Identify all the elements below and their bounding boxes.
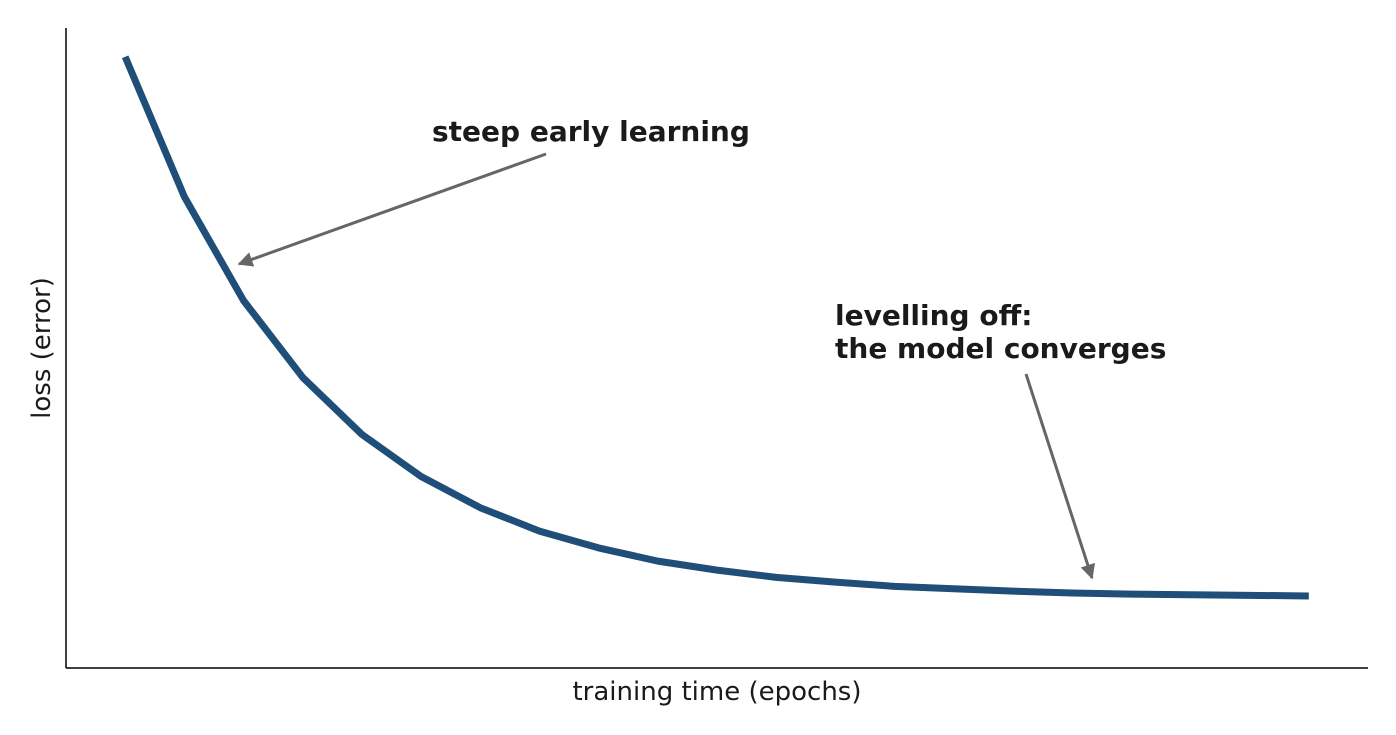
x-axis-label: training time (epochs) <box>572 677 861 707</box>
annotation-line: levelling off: <box>835 299 1032 332</box>
annotation-arrow <box>237 152 547 267</box>
annotation-line: the model converges <box>835 332 1166 365</box>
y-axis-label: loss (error) <box>27 277 57 419</box>
annotation-arrow <box>1024 373 1095 580</box>
annotation-line: steep early learning <box>432 115 750 148</box>
annotation: levelling off: the model converges <box>835 299 1166 365</box>
annotation: steep early learning <box>432 115 750 148</box>
loss-curve <box>121 55 1309 600</box>
